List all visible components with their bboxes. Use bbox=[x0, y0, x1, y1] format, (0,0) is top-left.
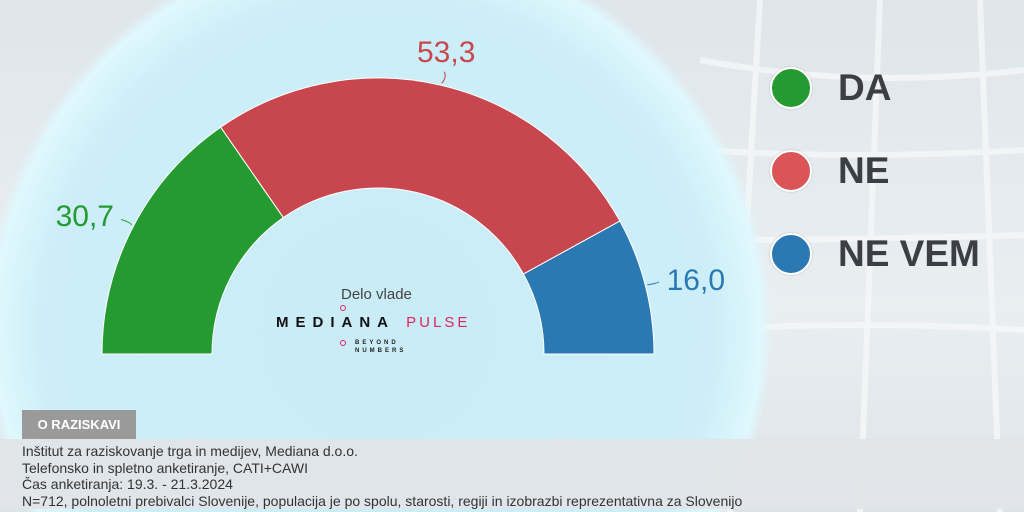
about-line: Telefonsko in spletno anketiranje, CATI+… bbox=[22, 459, 308, 476]
about-panel: Inštitut za raziskovanje trga in medijev… bbox=[0, 439, 1024, 509]
slice-ne-vem bbox=[522, 220, 655, 355]
logo-tagline: BEYOND NUMBERS bbox=[355, 340, 407, 354]
data-label: 16,0 bbox=[667, 264, 725, 297]
leader-line bbox=[441, 71, 446, 84]
legend: DA NE NE VEM bbox=[770, 46, 980, 295]
logo-dot bbox=[340, 340, 346, 346]
data-label: 30,7 bbox=[56, 200, 114, 233]
legend-item-ne: NE bbox=[770, 129, 980, 212]
about-line: Inštitut za raziskovanje trga in medijev… bbox=[22, 443, 358, 459]
leader-line bbox=[120, 219, 133, 226]
about-line: N=712, polnoletni prebivalci Slovenije, … bbox=[22, 492, 743, 509]
legend-swatch bbox=[770, 232, 812, 275]
leader-line bbox=[647, 281, 660, 286]
slice-da bbox=[101, 126, 285, 355]
mediana-pulse-logo: MEDIANA PULSE bbox=[276, 314, 471, 331]
legend-swatch bbox=[770, 149, 812, 192]
legend-item-da: DA bbox=[770, 46, 980, 129]
chart-title: Delo vlade bbox=[341, 286, 412, 303]
legend-swatch bbox=[770, 66, 812, 109]
about-line: Čas anketiranja: 19.3. - 21.3.2024 bbox=[22, 476, 233, 492]
slice-ne bbox=[220, 77, 621, 275]
legend-item-ne-vem: NE VEM bbox=[770, 212, 980, 295]
logo-dot bbox=[340, 305, 346, 311]
about-tab[interactable]: O RAZISKAVI bbox=[22, 410, 136, 439]
data-label: 53,3 bbox=[417, 36, 475, 69]
